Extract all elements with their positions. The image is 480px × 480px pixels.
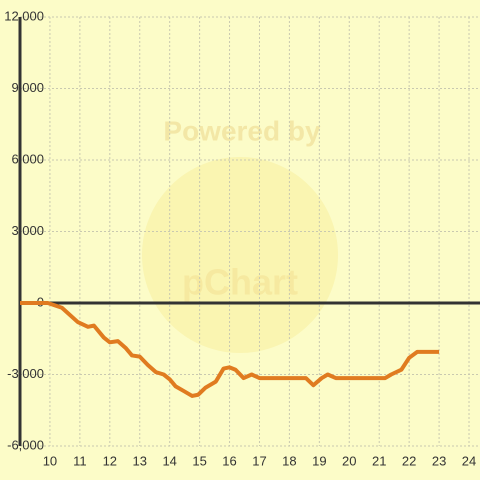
x-tick-label: 18 [282, 453, 296, 468]
x-tick-label: 24 [462, 453, 476, 468]
x-tick-label: 12 [103, 453, 117, 468]
x-tick-label: 19 [312, 453, 326, 468]
y-tick-label: 9,000 [11, 80, 44, 95]
x-tick-label: 14 [162, 453, 176, 468]
x-tick-label: 23 [432, 453, 446, 468]
y-tick-label: 3,000 [11, 223, 44, 238]
y-tick-label: 12,000 [4, 8, 44, 23]
x-tick-label: 13 [133, 453, 147, 468]
data-line [20, 301, 440, 398]
x-tick-label: 17 [252, 453, 266, 468]
x-tick-label: 15 [192, 453, 206, 468]
y-tick-label: -3,000 [7, 366, 44, 381]
x-tick-label: 10 [43, 453, 57, 468]
x-tick-label: 16 [222, 453, 236, 468]
watermark-text: Powered by [163, 115, 321, 146]
x-tick-label: 11 [73, 453, 87, 468]
x-tick-label: 20 [342, 453, 356, 468]
y-tick-label: -6,000 [7, 437, 44, 452]
watermark-text: pChart [182, 262, 298, 303]
x-tick-label: 21 [372, 453, 386, 468]
y-tick-label: 6,000 [11, 151, 44, 166]
x-tick-label: 22 [402, 453, 416, 468]
watermark-logo [142, 157, 338, 353]
